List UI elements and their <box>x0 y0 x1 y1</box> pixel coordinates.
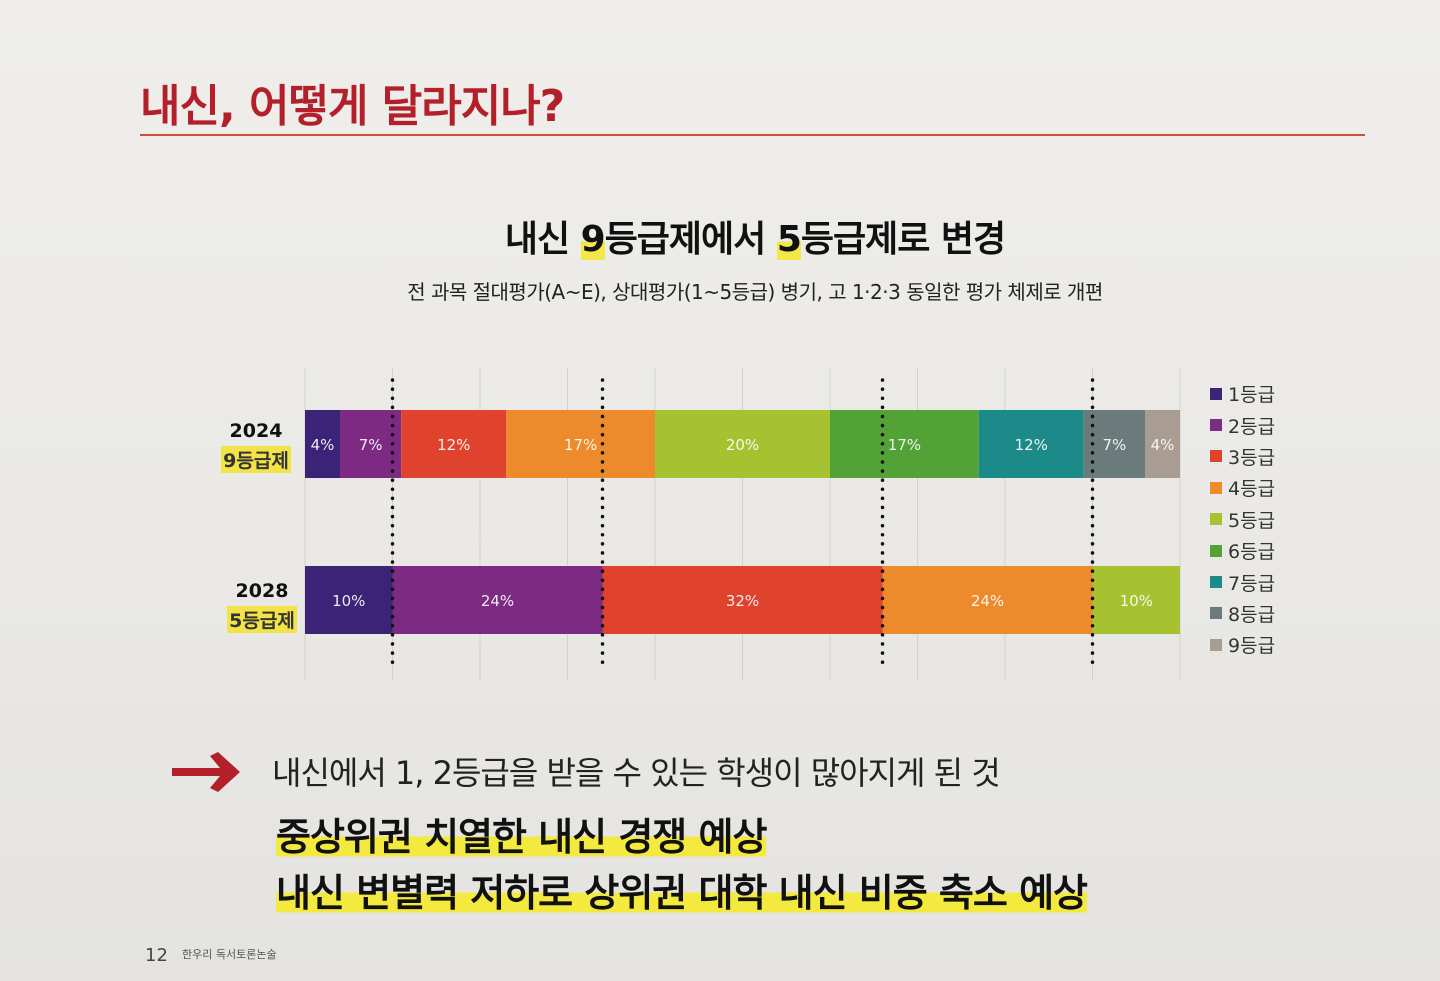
legend-swatch <box>1210 607 1222 620</box>
legend-label: 9등급 <box>1228 635 1276 658</box>
bar-segment <box>506 410 655 478</box>
bar-segment <box>305 566 393 634</box>
row-year-2024: 2024 <box>229 420 283 442</box>
chart-title-num1: 9 <box>580 219 606 260</box>
page-number: 12 <box>145 945 168 966</box>
bar-label: 4% <box>1151 436 1175 454</box>
row-label-2024: 2024 9등급제 <box>218 420 294 473</box>
legend-label: 8등급 <box>1228 603 1276 626</box>
page-title: 내신, 어떻게 달라지나? <box>140 81 565 132</box>
legend-item: 8등급 <box>1210 598 1275 629</box>
arrow-right-icon <box>172 752 240 792</box>
chart-title-part2: 등급제에서 <box>604 219 777 260</box>
legend-label: 3등급 <box>1228 446 1276 469</box>
legend-item: 4등급 <box>1210 472 1275 503</box>
legend-label: 7등급 <box>1228 572 1276 595</box>
conclusion-1: 중상위권 치열한 내신 경쟁 예상 <box>276 806 767 861</box>
chart-title-num2: 5 <box>776 219 802 260</box>
legend-item: 1등급 <box>1210 378 1275 409</box>
legend-swatch <box>1210 419 1222 432</box>
legend-item: 3등급 <box>1210 441 1275 472</box>
bar-segment <box>978 410 1084 478</box>
legend-label: 1등급 <box>1228 384 1276 407</box>
legend-swatch <box>1210 544 1222 557</box>
bar-label: 7% <box>359 436 383 454</box>
chart-title-part3: 등급제로 변경 <box>800 219 1006 260</box>
legend-item: 9등급 <box>1210 629 1275 660</box>
bar-label: 17% <box>564 436 597 454</box>
conclusion-2: 내신 변별력 저하로 상위권 대학 내신 비중 축소 예상 <box>276 862 1088 917</box>
legend-swatch <box>1210 450 1222 463</box>
legend-item: 2등급 <box>1210 409 1275 440</box>
bar-label: 24% <box>971 592 1004 610</box>
title-divider <box>140 134 1365 136</box>
chart-subtitle: 전 과목 절대평가(A~E), 상대평가(1~5등급) 병기, 고 1·2·3 … <box>407 280 1103 304</box>
bar-segment <box>305 410 340 478</box>
bar-segment <box>1092 566 1180 634</box>
bar-label: 12% <box>437 436 470 454</box>
legend-label: 2등급 <box>1228 415 1276 438</box>
bar-label: 32% <box>726 592 759 610</box>
row-system-2028: 5등급제 <box>227 606 297 633</box>
bar-label: 10% <box>332 592 365 610</box>
legend-label: 4등급 <box>1228 478 1276 501</box>
chart-title-part1: 내신 <box>504 219 581 260</box>
legend-item: 6등급 <box>1210 535 1275 566</box>
chart-title: 내신 9등급제에서 5등급제로 변경 <box>0 210 1440 262</box>
legend-label: 6등급 <box>1228 541 1276 564</box>
row-system-2024: 9등급제 <box>221 446 291 473</box>
legend-swatch <box>1210 387 1222 400</box>
brand-logo: 한우리 독서토론논술 <box>182 948 277 961</box>
bar-segment <box>882 566 1093 634</box>
key-point: 내신에서 1, 2등급을 받을 수 있는 학생이 많아지게 된 것 <box>272 754 1001 792</box>
bar-label: 20% <box>726 436 759 454</box>
chart-legend: 1등급 2등급 3등급 4등급 5등급 6등급 7등급 8등급 9등급 <box>1210 378 1275 661</box>
bar-label: 24% <box>481 592 514 610</box>
bar-segment <box>655 410 830 478</box>
bar-label: 7% <box>1102 436 1126 454</box>
legend-swatch <box>1210 513 1222 526</box>
legend-label: 5등급 <box>1228 509 1276 532</box>
bar-segment <box>830 410 979 478</box>
legend-swatch <box>1210 576 1222 589</box>
row-label-2028: 2028 5등급제 <box>224 580 300 633</box>
bar-label: 10% <box>1120 592 1153 610</box>
bar-segment <box>1145 410 1180 478</box>
bar-label: 4% <box>311 436 335 454</box>
bar-segment <box>401 410 507 478</box>
bar-segment <box>392 566 603 634</box>
legend-swatch <box>1210 481 1222 494</box>
row-year-2028: 2028 <box>235 580 289 602</box>
bar-label: 12% <box>1015 436 1048 454</box>
bar-label: 17% <box>888 436 921 454</box>
legend-item: 7등급 <box>1210 566 1275 597</box>
legend-item: 5등급 <box>1210 504 1275 535</box>
legend-swatch <box>1210 638 1222 651</box>
bar-segment <box>602 566 883 634</box>
